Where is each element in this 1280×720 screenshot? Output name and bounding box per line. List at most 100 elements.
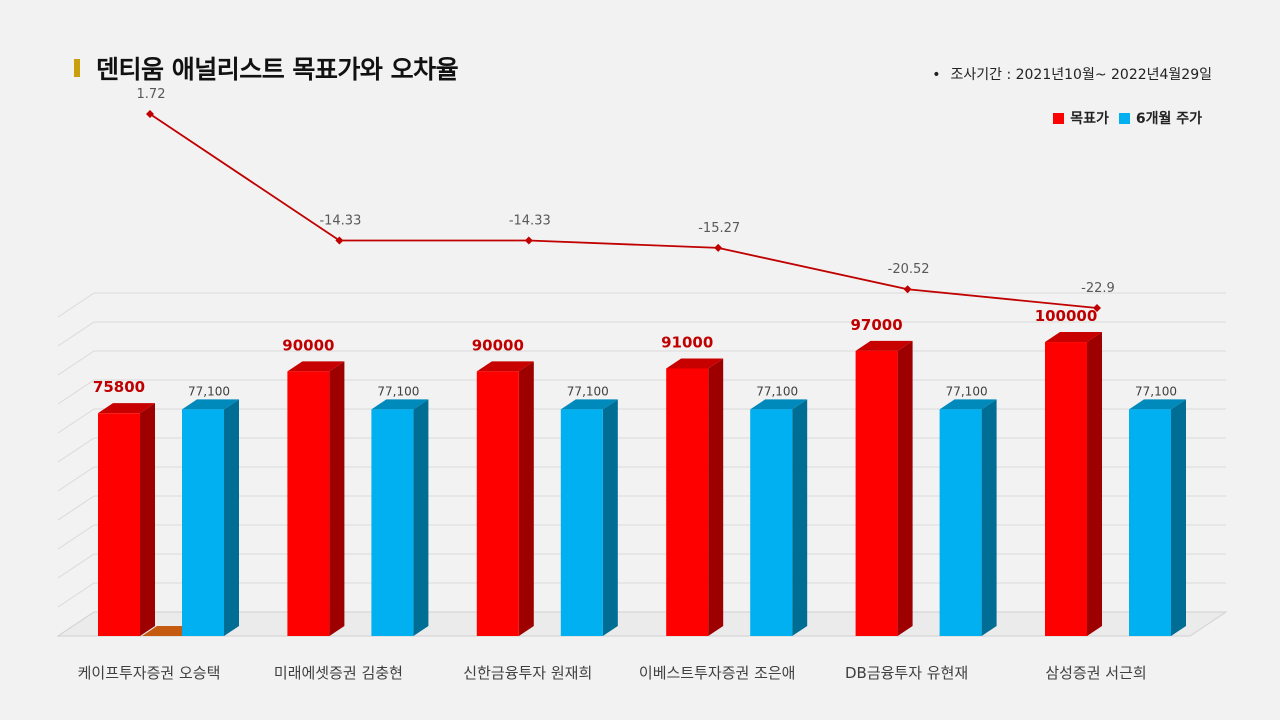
bar-target [476, 361, 534, 636]
bar-front [1129, 409, 1171, 636]
bar-target [98, 403, 155, 636]
bar-front [182, 409, 224, 636]
data-label-price: 77,100 [946, 384, 988, 398]
bar-side [518, 361, 534, 636]
gridline-depth [57, 582, 95, 608]
data-label-price: 77,100 [1135, 384, 1177, 398]
bar-front [939, 409, 982, 636]
bar-front [666, 368, 709, 636]
bar-top [182, 399, 239, 410]
bar-price [939, 399, 997, 636]
bar-top [371, 399, 429, 410]
bar-side [708, 358, 724, 636]
title-marker [74, 59, 80, 77]
gridline-depth [57, 350, 95, 376]
bar-front [560, 409, 603, 636]
bar-top [750, 399, 808, 410]
gridline-depth [57, 292, 95, 318]
legend-item-price: 6개월 주가 [1118, 108, 1202, 128]
legend: 목표가 6개월 주가 [1043, 108, 1202, 128]
bar-side [981, 399, 997, 636]
error-point [1093, 304, 1101, 312]
bars [98, 332, 1186, 636]
gridline-depth [57, 379, 95, 405]
data-labels: 75800 77,100 케이프투자증권 오승택 90000 77,100 미래에셋증권 … [78, 307, 1177, 682]
bar-side [1087, 332, 1102, 636]
error-line: 1.72 -14.33 -14.33 -15.27 -20.52 -22.9 [137, 87, 1115, 312]
gridline-depth [57, 553, 95, 579]
bar-side [1171, 399, 1186, 636]
category-label: 케이프투자증권 오승택 [78, 664, 221, 682]
category-label: 미래에셋증권 김충현 [274, 664, 403, 682]
bar-side [329, 361, 345, 636]
bar-front [1045, 342, 1087, 636]
error-label: -14.33 [319, 213, 361, 228]
floor-segment [142, 626, 182, 636]
data-label-target: 100000 [1035, 307, 1098, 325]
legend-item-target: 목표가 [1053, 108, 1109, 128]
bar-side [602, 399, 618, 636]
bar-price [560, 399, 618, 636]
bar-target [855, 340, 913, 636]
error-label: -14.33 [509, 213, 551, 228]
data-label-target: 91000 [661, 333, 713, 351]
bar-target [666, 358, 724, 636]
gridline-depth [57, 524, 95, 550]
error-point [903, 285, 912, 294]
bar-target [1045, 332, 1102, 636]
category-label: DB금융투자 유현재 [845, 664, 968, 682]
bar-top [98, 403, 155, 414]
gridline-depth [57, 321, 95, 347]
legend-swatch-target [1053, 112, 1065, 124]
title-block: 덴티움 애널리스트 목표가와 오차율 [74, 50, 459, 86]
error-label: 1.72 [137, 87, 166, 102]
error-label: -20.52 [888, 262, 930, 277]
data-label-target: 75800 [93, 378, 145, 396]
gridline-depth [57, 437, 95, 463]
bar-top [939, 399, 997, 410]
gridlines [56, 292, 1228, 637]
bar-top [1129, 399, 1186, 410]
gridline-depth [57, 466, 95, 492]
legend-label-target: 목표가 [1070, 111, 1109, 127]
bar-target [287, 361, 345, 636]
bar-price [371, 399, 429, 636]
error-label: -15.27 [698, 221, 740, 236]
survey-period: • 조사기간 : 2021년10월~ 2022년4월29일 [932, 64, 1212, 84]
bar-front [287, 371, 330, 636]
data-label-target: 97000 [851, 316, 903, 334]
legend-swatch-price [1118, 112, 1130, 124]
bar-top [560, 399, 618, 410]
category-label: 삼성증권 서근희 [1045, 664, 1146, 682]
bar-front [750, 409, 793, 636]
bullet-dot: • [932, 67, 941, 83]
chart-floor [56, 611, 1228, 637]
error-point [714, 243, 723, 252]
survey-period-text: 조사기간 : 2021년10월~ 2022년4월29일 [950, 67, 1212, 83]
error-label: -22.9 [1081, 281, 1115, 296]
bar-price [182, 399, 239, 636]
bar-top [855, 340, 913, 351]
data-label-price: 77,100 [377, 384, 419, 398]
data-label-target: 90000 [472, 336, 524, 354]
bar-top [1045, 332, 1102, 343]
bar-top [287, 361, 345, 372]
category-label: 신한금융투자 원재희 [463, 664, 592, 682]
error-point [146, 110, 154, 118]
bar-front [98, 413, 140, 636]
bar-front [855, 350, 898, 636]
bar-side [792, 399, 808, 636]
bar-side [413, 399, 429, 636]
error-polyline [149, 113, 1098, 309]
gridline-depth [57, 408, 95, 434]
chart-title: 덴티움 애널리스트 목표가와 오차율 [96, 55, 459, 84]
bar-side [897, 340, 913, 636]
data-label-target: 90000 [282, 336, 334, 354]
bar-front [371, 409, 414, 636]
bar-price [1129, 399, 1186, 636]
data-label-price: 77,100 [188, 384, 230, 398]
legend-label-price: 6개월 주가 [1135, 111, 1202, 127]
category-label: 이베스트투자증권 조은애 [639, 664, 796, 682]
bar-top [666, 358, 724, 369]
